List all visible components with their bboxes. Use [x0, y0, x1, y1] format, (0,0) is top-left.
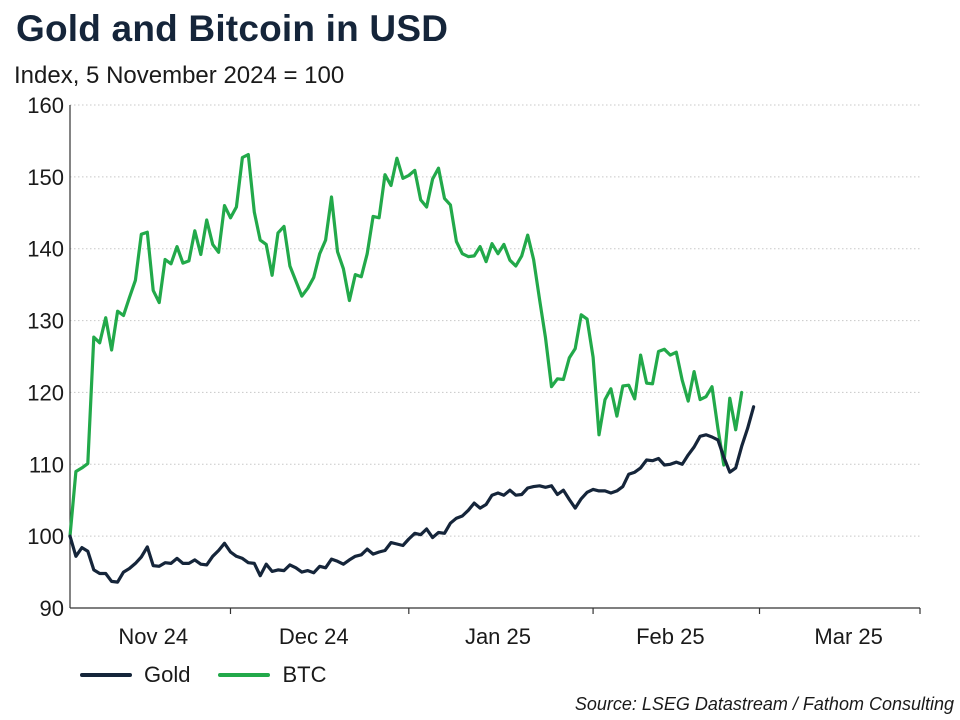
y-tick-label: 110	[29, 452, 64, 477]
y-tick-label: 120	[27, 380, 64, 405]
legend-label-gold: Gold	[144, 662, 191, 687]
y-tick-label: 90	[40, 596, 64, 621]
legend-swatch-btc	[218, 673, 271, 677]
source-note: Source: LSEG Datastream / Fathom Consult…	[574, 694, 954, 714]
chart-title: Gold and Bitcoin in USD	[16, 8, 449, 49]
legend-swatch-gold	[80, 673, 132, 677]
legend-item-gold: Gold	[80, 662, 190, 688]
legend-item-btc: BTC	[218, 662, 326, 688]
series-line-btc	[68, 153, 744, 538]
legend-label-btc: BTC	[282, 662, 327, 687]
series-line-gold	[68, 405, 756, 584]
legend: Gold BTC	[80, 662, 326, 688]
x-tick-label: Mar 25	[814, 624, 882, 649]
y-tick-label: 160	[27, 93, 64, 118]
y-tick-label: 130	[27, 309, 64, 334]
x-tick-label: Feb 25	[636, 624, 705, 649]
y-tick-label: 150	[27, 165, 64, 190]
x-tick-label: Dec 24	[279, 624, 349, 649]
x-tick-label: Jan 25	[465, 624, 531, 649]
y-tick-label: 100	[27, 524, 64, 549]
y-tick-label: 140	[27, 237, 64, 262]
x-tick-label: Nov 24	[118, 624, 188, 649]
chart-subtitle: Index, 5 November 2024 = 100	[14, 62, 345, 89]
